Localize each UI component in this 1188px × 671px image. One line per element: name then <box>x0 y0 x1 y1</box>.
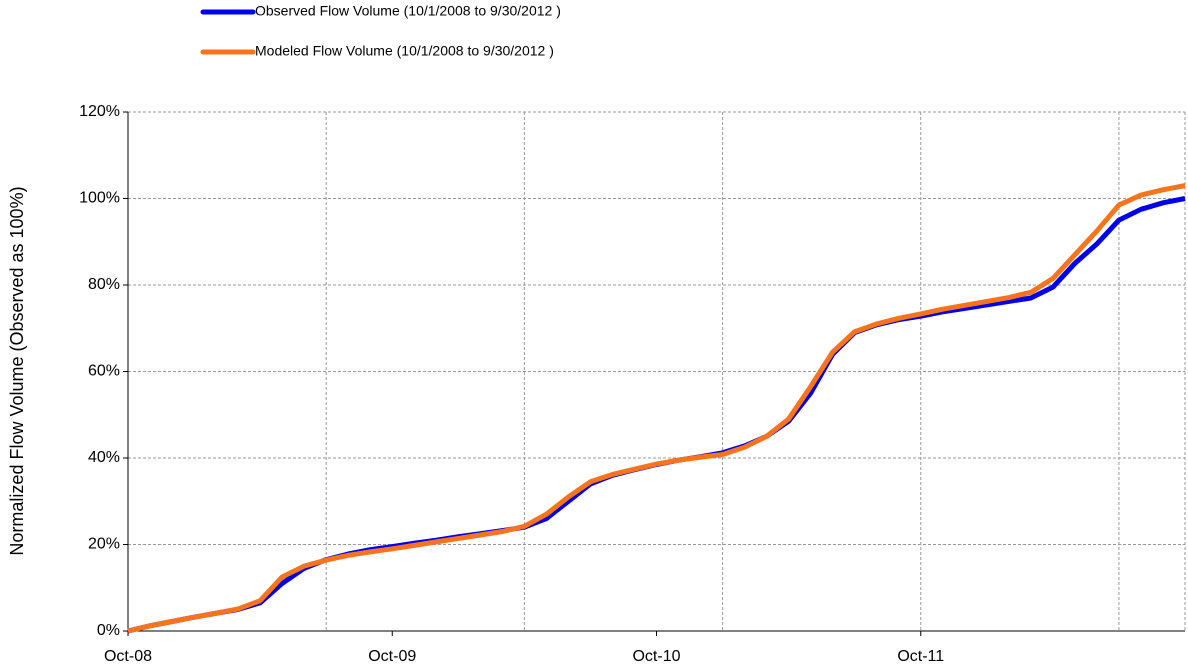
y-axis-label: Normalized Flow Volume (Observed as 100%… <box>7 186 27 555</box>
y-tick-label: 0% <box>97 622 120 639</box>
x-tick-label: Oct-08 <box>104 648 152 665</box>
y-tick-label: 20% <box>88 536 120 553</box>
y-tick-label: 120% <box>79 103 120 120</box>
legend-label: Observed Flow Volume (10/1/2008 to 9/30/… <box>255 3 561 19</box>
series-line <box>127 183 1186 634</box>
y-tick-label: 60% <box>88 363 120 380</box>
x-tick-label: Oct-10 <box>632 648 680 665</box>
y-tick-label: 40% <box>88 449 120 466</box>
series-line <box>127 196 1186 634</box>
y-tick-label: 80% <box>88 276 120 293</box>
x-tick-label: Oct-11 <box>897 648 944 665</box>
legend-label: Modeled Flow Volume (10/1/2008 to 9/30/2… <box>255 43 554 59</box>
x-tick-label: Oct-09 <box>368 648 416 665</box>
y-tick-label: 100% <box>79 190 120 207</box>
